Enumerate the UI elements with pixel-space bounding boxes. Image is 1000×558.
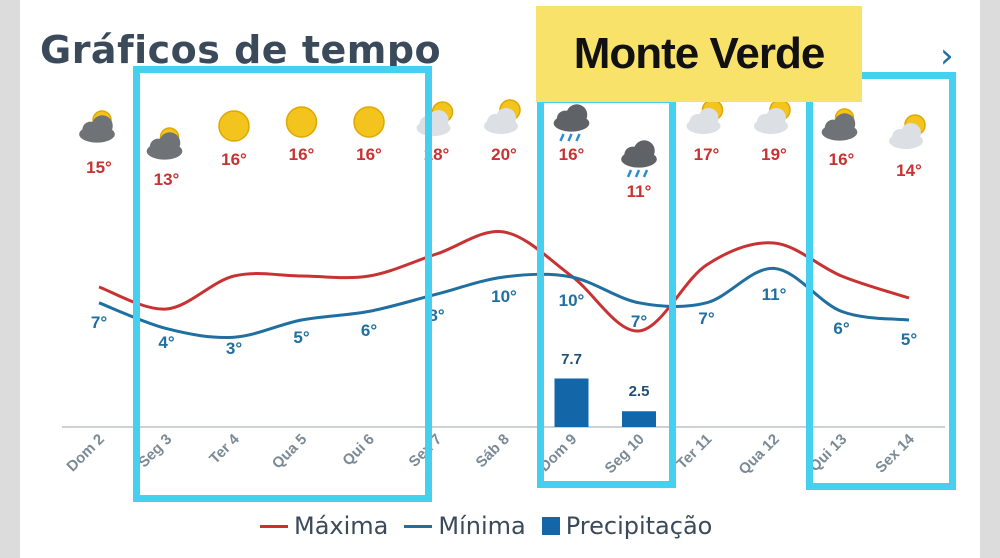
max-temp-label-2: 16° (221, 150, 247, 169)
partly-cloudy-icon (754, 99, 791, 134)
x-tick-label-8: Seg 10 (602, 431, 648, 477)
x-tick-label-3: Qua 5 (269, 431, 310, 472)
cloud-part-8 (633, 140, 655, 162)
max-temp-label-5: 18° (424, 145, 450, 164)
partly-cloudy-icon (416, 101, 454, 136)
min-temp-label-7: 10° (559, 291, 585, 310)
sun-part-3 (285, 106, 318, 138)
cloud-part-0 (91, 115, 113, 137)
x-tick-label-9: Ter 11 (673, 431, 715, 473)
precip-bar-8 (622, 411, 656, 427)
page-title: Gráficos de tempo (40, 28, 442, 72)
location-label: Monte Verde (536, 6, 862, 102)
max-temp-label-3: 16° (289, 145, 315, 164)
legend-label-precip: Precipitação (565, 512, 713, 540)
legend-swatch-max (260, 524, 288, 528)
cloudy-icon (146, 127, 183, 160)
min-temp-label-12: 5° (901, 330, 917, 349)
rain-drop-8 (626, 169, 633, 178)
rain-drop-7 (567, 133, 573, 142)
max-temp-label-4: 16° (356, 145, 382, 164)
min-temp-label-9: 7° (698, 309, 714, 328)
min-temp-label-5: 8° (428, 306, 444, 325)
rain-drop-8 (634, 169, 641, 178)
min-temp-label-4: 6° (361, 321, 377, 340)
min-temp-label-2: 3° (226, 339, 242, 358)
cloud-part-9 (698, 108, 719, 128)
rain-drop-7 (559, 133, 565, 142)
cloud-part-10 (766, 108, 786, 128)
legend-label-min: Mínima (438, 512, 526, 540)
rain-icon (553, 104, 590, 142)
sun-part-4 (353, 106, 385, 138)
legend-item-max: Máxima (260, 512, 388, 540)
legend-swatch-min (404, 524, 433, 528)
min-temp-label-1: 4° (158, 333, 174, 352)
x-tick-label-7: Dom 9 (536, 431, 580, 475)
max-temp-label-11: 16° (829, 150, 855, 169)
legend-item-precip: Precipitação (541, 512, 713, 540)
x-tick-label-2: Ter 4 (206, 430, 243, 467)
rain-drop-7 (575, 133, 581, 142)
cloud-part-7 (566, 104, 588, 126)
max-temp-label-8: 11° (627, 182, 652, 201)
x-tick-label-6: Sáb 8 (473, 431, 513, 471)
max-temp-label-6: 20° (491, 145, 517, 164)
max-temp-label-12: 14° (896, 161, 922, 180)
max-temp-label-10: 19° (761, 145, 787, 164)
cloud-part-1 (159, 132, 181, 154)
cloudy-icon (79, 110, 115, 143)
partly-cloudy-icon (889, 114, 926, 149)
precip-label-8: 2.5 (629, 383, 650, 400)
x-tick-label-11: Qui 13 (806, 431, 850, 475)
cloud-part-6 (496, 108, 516, 128)
sun-part-2 (218, 110, 250, 142)
max-temp-label-9: 17° (694, 145, 720, 164)
min-temp-line (98, 266, 910, 339)
max-temp-label-1: 13° (154, 170, 180, 189)
min-temp-label-3: 5° (293, 328, 309, 347)
cloud-part-11 (834, 113, 856, 135)
cloud-part-5 (428, 110, 449, 130)
min-temp-label-6: 10° (491, 287, 517, 306)
cloudy-icon (821, 108, 858, 141)
partly-cloudy-icon (686, 99, 724, 134)
rain-drop-8 (642, 169, 649, 178)
x-tick-label-0: Dom 2 (63, 431, 107, 475)
x-tick-label-1: Seg 3 (135, 431, 175, 471)
min-temp-label-0: 7° (91, 313, 107, 332)
precip-label-7: 7.7 (561, 351, 582, 368)
max-temp-label-7: 16° (559, 145, 585, 164)
x-tick-label-10: Qua 12 (735, 431, 782, 478)
chevron-right-icon[interactable]: › (940, 36, 954, 76)
x-tick-label-5: Sex 7 (406, 431, 446, 471)
chart-legend: Máxima Mínima Precipitação (260, 512, 728, 540)
partly-cloudy-icon (484, 99, 521, 134)
min-temp-label-8: 7° (631, 312, 647, 331)
legend-swatch-precip (541, 517, 560, 535)
legend-item-min: Mínima (404, 512, 526, 540)
max-temp-line (98, 230, 910, 333)
min-temp-label-10: 11° (762, 285, 787, 304)
cloud-part-12 (901, 123, 921, 143)
x-tick-label-4: Qui 6 (339, 431, 378, 470)
rain-icon (621, 140, 657, 178)
sunny-icon (353, 106, 385, 138)
min-temp-label-11: 6° (833, 319, 849, 338)
x-tick-label-12: Sex 14 (872, 430, 918, 476)
legend-label-max: Máxima (294, 512, 389, 540)
precip-bar-7 (554, 378, 589, 427)
sunny-icon (285, 106, 318, 138)
sunny-icon (218, 110, 250, 142)
max-temp-label-0: 15° (86, 158, 112, 177)
